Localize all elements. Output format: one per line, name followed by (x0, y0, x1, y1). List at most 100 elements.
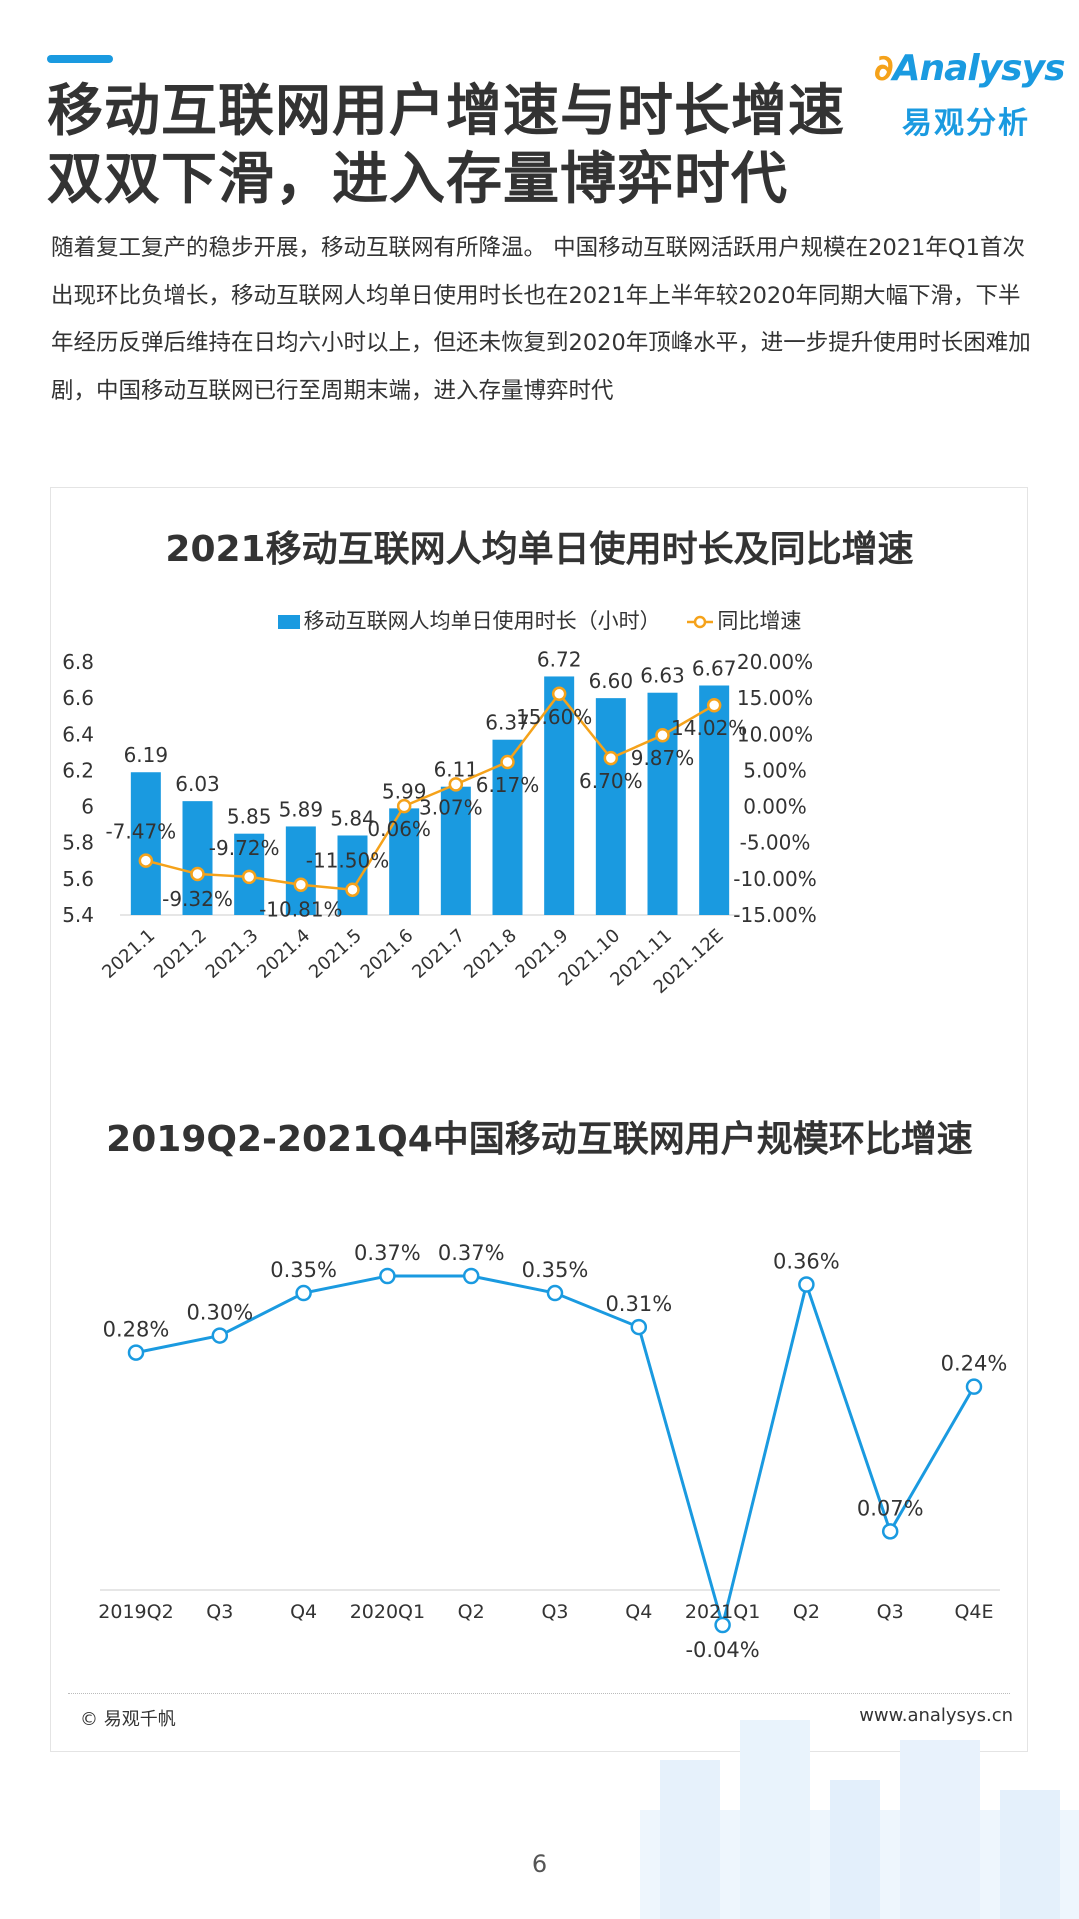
chart2-point (881, 1523, 899, 1540)
chart2-x-tick: Q2 (793, 1601, 820, 1623)
chart2-svg: 0.28% 0.30% 0.35% 0.37% 0.37% 0.35% 0.31% -0.04… (98, 1241, 1008, 1662)
chart2-point-label: 0.31% (605, 1292, 672, 1316)
chart1-growth-line (145, 691, 715, 892)
legend-line-swatch (687, 615, 714, 629)
title-accent-bar (47, 55, 113, 63)
chart1-bar (130, 772, 161, 915)
chart1-bar-label: 6.60 (589, 669, 634, 693)
chart1-y-right-tick: 20.00% (737, 650, 813, 674)
chart2-x-tick: Q3 (541, 1601, 568, 1623)
chart2-x-tick: Q4 (625, 1601, 652, 1623)
chart1-growth-label: -7.47% (105, 820, 176, 844)
legend-label-duration: 移动互联网人均单日使用时长（小时） (303, 609, 661, 633)
chart2-x-tick: Q4 (290, 1601, 317, 1623)
chart1-growth-point (293, 877, 309, 892)
chart2-point (965, 1378, 983, 1395)
chart1-bar (389, 808, 420, 915)
chart1-y-left-tick: 6.8 (62, 650, 94, 674)
chart1-x-tick: 2021.4 (253, 925, 314, 983)
chart2-x-tick: 2019Q2 (98, 1601, 173, 1623)
chart1-svg: 6.8 6.6 6.4 6.2 6 5.8 5.6 5.4 20.00% 15.00% 10.00%… (62, 647, 817, 998)
chart1-title: 2021移动互联网人均单日使用时长及同比增速 (165, 529, 914, 570)
chart1-growth-point (706, 697, 722, 713)
chart2-point-label: 0.30% (186, 1301, 253, 1325)
chart2-x-tick: Q4E (954, 1601, 993, 1623)
chart2-point (211, 1327, 229, 1344)
legend-bar-swatch (277, 615, 300, 629)
chart2-point-label: 0.36% (773, 1250, 840, 1274)
website-link[interactable]: www.analysys.cn (859, 1705, 1013, 1726)
chart1-growth-label: 0.06% (367, 817, 431, 841)
chart1-y-left-tick: 6.6 (62, 686, 94, 710)
chart1-growth-point (345, 882, 360, 897)
chart1-y-right-tick: 5.00% (743, 758, 807, 782)
chart1-legend: 移动互联网人均单日使用时长（小时） 同比增速 (0, 605, 1079, 635)
chart1-x-tick: 2021.7 (408, 925, 469, 983)
chart1-y-right-tick: -10.00% (733, 867, 816, 891)
chart1-bar (699, 685, 730, 915)
chart1-growth-point (241, 869, 257, 885)
city-skyline-decoration (640, 1720, 1079, 1919)
chart1-x-tick: 2021.5 (305, 925, 366, 983)
chart1-growth-label: 6.17% (476, 773, 540, 797)
chart1-bar (285, 826, 316, 915)
chart1-growth-label: -9.72% (209, 836, 280, 860)
chart1-bar-label: 6.19 (124, 743, 169, 767)
chart1-y-right-tick: -15.00% (733, 903, 816, 927)
chart1-x-tick: 2021.2 (150, 925, 211, 983)
chart1-y-left-tick: 5.8 (62, 831, 94, 855)
title-line-2: 双双下滑，进入存量博弈时代 (47, 147, 788, 212)
chart1-x-tick: 2021.6 (357, 925, 418, 983)
chart2-point-label: 0.28% (103, 1318, 170, 1342)
chart1-growth-label: 3.07% (419, 795, 483, 819)
chart1-growth-label: 15.60% (516, 705, 592, 729)
footer-divider (68, 1693, 1010, 1694)
chart2-point (546, 1284, 564, 1302)
chart1-growth-point (500, 754, 515, 770)
logo-english-text: Analysys (892, 48, 1066, 89)
chart1-growth-label: -11.50% (306, 849, 389, 873)
legend-item-duration: 移动互联网人均单日使用时长（小时） (277, 605, 661, 635)
chart2-point-label: 0.37% (354, 1241, 421, 1265)
chart1-y-left-tick: 5.4 (62, 903, 94, 927)
chart2-line (135, 1274, 976, 1631)
chart2-point (630, 1318, 648, 1336)
analysys-logo: ∂Analysys 易观分析 (858, 48, 1066, 148)
logo-chinese: 易观分析 (902, 106, 1030, 141)
chart1-bar-label: 5.89 (279, 797, 324, 821)
chart1-bar (182, 801, 213, 915)
chart1-y-right-tick: 0.00% (743, 795, 807, 819)
title-line-1: 移动互联网用户增速与时长增速 (47, 79, 845, 144)
chart1-growth-point (603, 750, 619, 766)
chart1-growth-point (551, 686, 567, 702)
chart1-growth-point (138, 853, 154, 868)
chart2-point-label: 0.24% (941, 1352, 1008, 1376)
chart1-growth-point (448, 777, 464, 792)
chart1-y-left-tick: 6 (81, 795, 94, 819)
chart1-y-left-tick: 6.2 (62, 758, 94, 782)
chart1-bar (595, 698, 626, 915)
chart2-title: 2019Q2-2021Q4中国移动互联网用户规模环比增速 (106, 1119, 973, 1160)
chart1-bar-label: 6.63 (640, 664, 685, 688)
chart1-x-tick: 2021.8 (460, 925, 521, 983)
chart1-bar-label: 5.85 (227, 805, 272, 829)
chart2-x-tick: Q2 (458, 1601, 485, 1623)
chart1-growth-label: -9.32% (162, 887, 233, 911)
copyright-text: © 易观千帆 (80, 1709, 176, 1730)
chart1-growth-point (655, 727, 670, 743)
chart1-growth-label: 14.02% (671, 716, 747, 740)
chart2-x-tick: Q3 (877, 1601, 904, 1623)
chart2-x-tick: 2021Q1 (685, 1601, 760, 1623)
page-number: 6 (531, 1850, 548, 1878)
chart1-growth-label: -10.81% (259, 898, 342, 922)
chart1-bar-label: 6.37 (485, 711, 530, 735)
chart2-point (295, 1284, 312, 1302)
chart1-growth-label: 9.87% (631, 746, 695, 770)
chart2-point-label: -0.04% (685, 1638, 759, 1662)
chart1-y-right-tick: 15.00% (737, 686, 813, 710)
chart2-point-label: 0.35% (522, 1258, 589, 1282)
chart2-point-label: 0.37% (438, 1241, 505, 1265)
chart2-point-label: 0.35% (270, 1258, 337, 1282)
chart1-y-right-tick: 10.00% (737, 722, 813, 746)
chart2-point (798, 1276, 815, 1293)
